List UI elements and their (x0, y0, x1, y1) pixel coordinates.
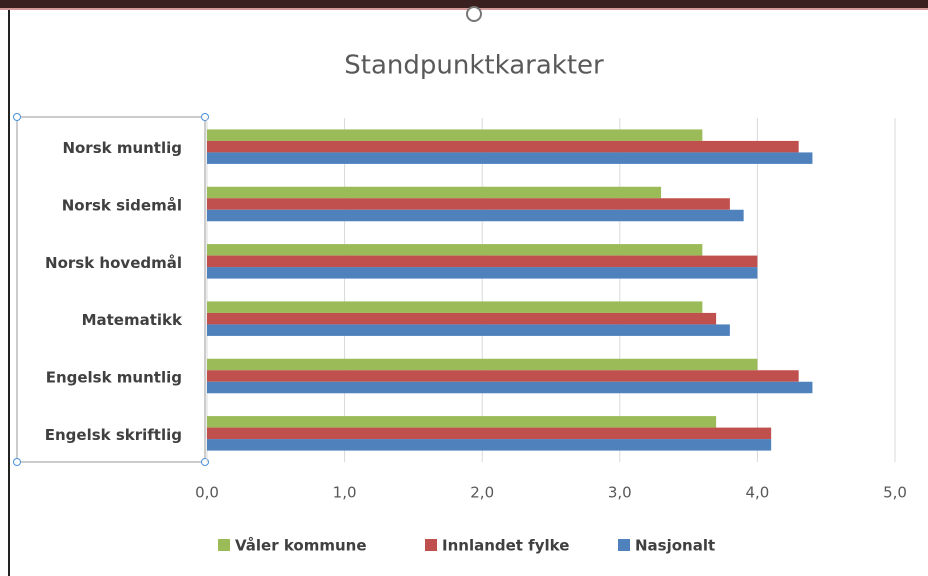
bar (207, 381, 813, 394)
selection-box (16, 116, 206, 463)
y-tick-label: Norsk muntlig (62, 139, 182, 157)
legend-swatch (218, 539, 230, 551)
legend-label: Våler kommune (235, 537, 367, 555)
bar (207, 358, 758, 371)
legend-label: Nasjonalt (635, 537, 715, 555)
bar (207, 209, 744, 222)
x-tick-label: 3,0 (608, 484, 632, 502)
handles (13, 113, 209, 466)
bar (207, 416, 717, 428)
handle (13, 458, 21, 466)
y-tick-label: Norsk hovedmål (45, 254, 182, 272)
x-tick-label: 5,0 (883, 484, 907, 502)
bar (207, 427, 772, 440)
bar (207, 301, 703, 313)
y-tick-label: Engelsk skriftlig (45, 426, 182, 444)
bar (207, 129, 703, 141)
top-border (0, 0, 928, 8)
bar (207, 255, 758, 268)
y-tick-label: Matematikk (82, 311, 183, 329)
bar (207, 152, 813, 164)
legend-label: Innlandet fylke (442, 537, 569, 555)
legend-swatch (618, 539, 630, 551)
bar (207, 370, 799, 382)
x-tick-label: 4,0 (745, 484, 769, 502)
bar (207, 267, 758, 279)
bar (207, 312, 717, 325)
bar (207, 198, 730, 210)
x-tick-label: 2,0 (470, 484, 494, 502)
bar (207, 244, 703, 256)
x-tick-label: 1,0 (333, 484, 357, 502)
handle (13, 113, 21, 121)
resize-handle (466, 6, 482, 22)
y-tick-label: Norsk sidemål (62, 197, 182, 215)
bar (207, 140, 799, 153)
bar (207, 186, 662, 199)
legend-swatch (425, 539, 437, 551)
y-tick-label: Engelsk muntlig (46, 369, 182, 387)
chart-title: Standpunktkarakter (344, 51, 604, 81)
x-tick-label: 0,0 (195, 484, 219, 502)
bar (207, 324, 730, 336)
bar (207, 439, 772, 451)
